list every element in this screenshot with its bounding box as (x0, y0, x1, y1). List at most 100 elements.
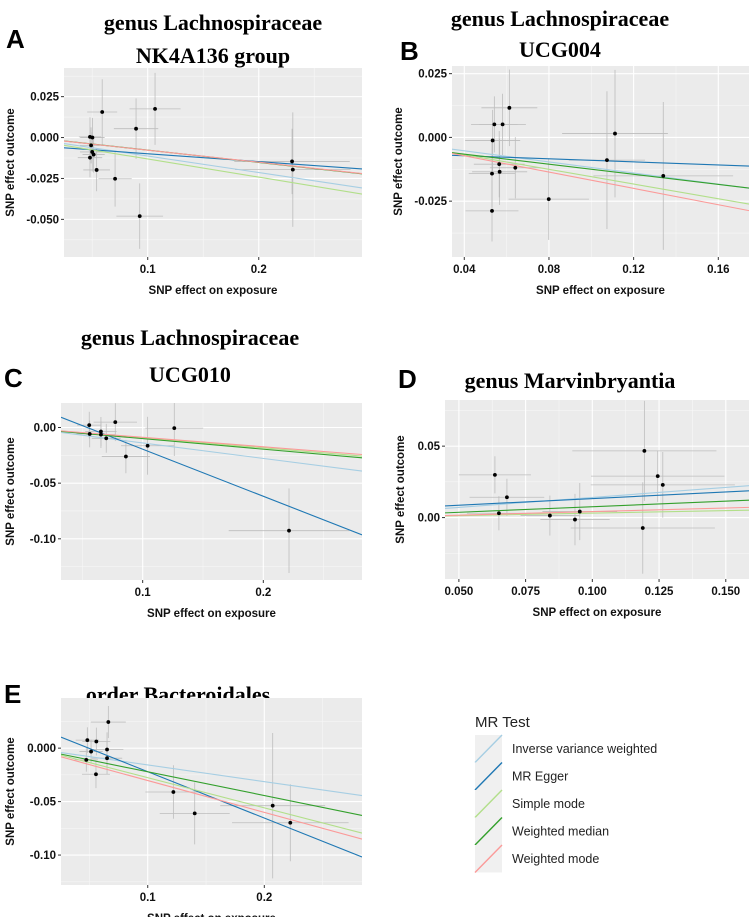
legend-label: Simple mode (512, 797, 585, 811)
legend-line-icon (474, 789, 503, 818)
y-tick-label: 0.000 (27, 743, 56, 755)
x-axis-title: SNP effect on exposure (536, 285, 665, 297)
regression-line-weighted-median (61, 753, 362, 816)
data-point (500, 122, 505, 127)
x-tick-label: 0.1 (140, 264, 157, 276)
data-point (105, 747, 109, 752)
panel-title: UCG010 (149, 362, 231, 387)
data-point (497, 169, 502, 174)
data-point (113, 176, 117, 181)
legend-item: Weighted mode (474, 844, 599, 873)
legend-line-icon (474, 844, 503, 873)
panel-label: B (400, 36, 419, 66)
x-tick-label: 0.16 (707, 264, 729, 276)
regression-line-weighted-mode (64, 140, 362, 175)
panel-label: E (4, 679, 21, 709)
data-point (288, 820, 293, 825)
data-point (87, 432, 92, 436)
data-point (105, 756, 109, 761)
data-point (91, 152, 96, 157)
y-axis-title: SNP effect outcome (393, 107, 405, 215)
legend-item: Inverse variance weighted (474, 734, 657, 763)
data-point (507, 105, 512, 110)
regression-line-inverse-variance-weighted (61, 431, 362, 472)
regression-line-mr-egger (64, 147, 362, 170)
legend-line-icon (474, 762, 503, 791)
regression-line-inverse-variance-weighted (61, 751, 362, 797)
legend-item: Weighted median (474, 817, 609, 846)
data-point (90, 135, 95, 140)
legend-label: Inverse variance weighted (512, 742, 657, 756)
y-tick-label: 0.05 (418, 441, 441, 453)
x-tick-label: 0.100 (578, 586, 607, 598)
legend-label: MR Egger (512, 770, 568, 784)
x-tick-label: 0.050 (444, 586, 473, 598)
x-tick-label: 0.1 (140, 892, 157, 904)
data-point (642, 448, 647, 453)
legend-label: Weighted median (512, 825, 609, 839)
y-tick-label: -0.10 (30, 534, 56, 546)
y-tick-label: 0.025 (30, 92, 59, 104)
x-axis-title: SNP effect on exposure (149, 285, 278, 297)
x-axis-title: SNP effect on exposure (147, 608, 276, 620)
data-point (85, 738, 90, 743)
panel-label: A (6, 24, 25, 54)
x-tick-label: 0.2 (251, 264, 267, 276)
data-point (124, 454, 128, 459)
x-tick-label: 0.1 (135, 587, 152, 599)
data-point (99, 429, 103, 434)
regression-line-weighted-median (61, 430, 362, 459)
y-tick-label: -0.10 (30, 850, 56, 862)
panel-title: genus Marvinbryantia (465, 368, 676, 393)
y-tick-label: -0.050 (26, 214, 59, 226)
x-axis-title: SNP effect on exposure (147, 913, 276, 917)
legend-item: MR Egger (474, 762, 568, 791)
plot-marks (61, 403, 362, 573)
legend-item: Simple mode (474, 789, 585, 818)
data-point (113, 420, 118, 425)
data-point (547, 513, 552, 518)
legend-title: MR Test (475, 714, 531, 731)
legend: MR Test Inverse variance weighted MR Egge… (474, 714, 657, 873)
data-point (287, 528, 291, 533)
data-point (577, 509, 582, 514)
data-point (505, 495, 509, 500)
panel-title: genus Lachnospiraceae (104, 10, 322, 35)
data-point (613, 131, 617, 136)
data-point (290, 159, 294, 164)
panel-title: genus Lachnospiraceae (451, 6, 669, 31)
data-point (134, 126, 138, 131)
regression-line-mr-egger (452, 154, 749, 167)
panel-title: genus Lachnospiraceae (81, 325, 299, 350)
y-axis-title: SNP effect outcome (5, 737, 17, 845)
data-point (94, 168, 99, 172)
regression-line-simple-mode (64, 144, 362, 195)
x-axis-title: SNP effect on exposure (533, 607, 662, 619)
y-tick-label: -0.05 (30, 797, 57, 809)
regression-line-weighted-mode (61, 756, 362, 840)
y-axis-title: SNP effect outcome (395, 435, 407, 543)
y-tick-label: 0.025 (418, 69, 447, 81)
data-point (137, 214, 142, 218)
data-point (89, 143, 93, 148)
data-point (89, 749, 93, 754)
data-point (655, 474, 660, 479)
data-point (513, 165, 518, 170)
data-point (106, 720, 111, 724)
data-point (192, 811, 197, 816)
y-tick-label: 0.000 (418, 132, 447, 144)
plot-marks (445, 400, 749, 574)
data-point (490, 171, 494, 176)
regression-line-weighted-mode (445, 506, 749, 517)
plot-background (64, 68, 362, 257)
regression-line-inverse-variance-weighted (445, 485, 749, 510)
plot-marks (452, 69, 749, 250)
legend-line-icon (474, 734, 503, 763)
x-tick-label: 0.075 (511, 586, 540, 598)
data-point (153, 107, 157, 111)
data-point (270, 803, 275, 808)
